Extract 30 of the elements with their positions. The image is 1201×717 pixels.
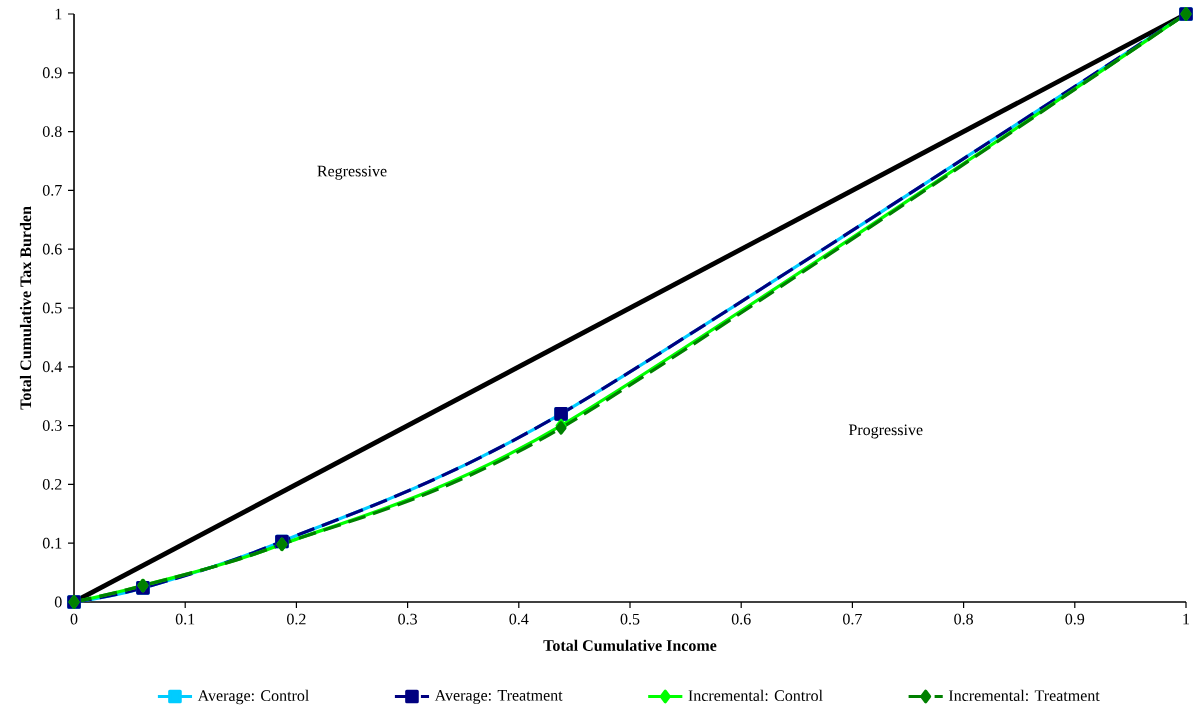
y-tick-label: 0 <box>54 596 62 608</box>
x-tick-label: 0.8 <box>954 613 973 625</box>
x-tick-label: 0 <box>70 613 78 625</box>
y-tick-label: 0.4 <box>42 361 63 373</box>
legend-label: Incremental: Control <box>688 689 823 702</box>
y-tick-label: 0.6 <box>42 243 62 255</box>
legend-label: Average: Control <box>197 689 309 705</box>
y-tick-label: 0.9 <box>42 67 62 79</box>
x-tick-label: 0.9 <box>1065 613 1085 625</box>
y-tick-label: 0.3 <box>42 420 62 432</box>
legend-label: Incremental: Treatment <box>948 689 1100 702</box>
y-tick-label: 0.8 <box>42 126 62 138</box>
x-axis-title: Total Cumulative Income <box>543 639 717 651</box>
y-tick-label: 0.1 <box>42 537 62 549</box>
y-tick-label: 0.2 <box>42 478 62 490</box>
x-tick-label: 0.1 <box>175 613 195 625</box>
y-tick-label: 0.5 <box>42 302 62 314</box>
y-tick-label: 0.7 <box>42 184 62 196</box>
x-tick-label: 1 <box>1183 613 1190 625</box>
x-tick-label: 0.4 <box>509 613 529 625</box>
legend-label: Average: Treatment <box>434 690 563 705</box>
x-tick-label: 0.5 <box>620 613 640 625</box>
x-tick-label: 0.6 <box>731 613 751 625</box>
x-tick-label: 0.7 <box>843 613 862 625</box>
y-axis-title: Total Cumulative Tax Burden <box>19 206 32 410</box>
y-tick-label: 1 <box>55 8 62 20</box>
annotation: Progressive <box>848 424 923 439</box>
x-tick-label: 0.3 <box>398 613 417 625</box>
x-tick-label: 0.2 <box>287 613 306 625</box>
annotation: Regressive <box>317 165 387 180</box>
